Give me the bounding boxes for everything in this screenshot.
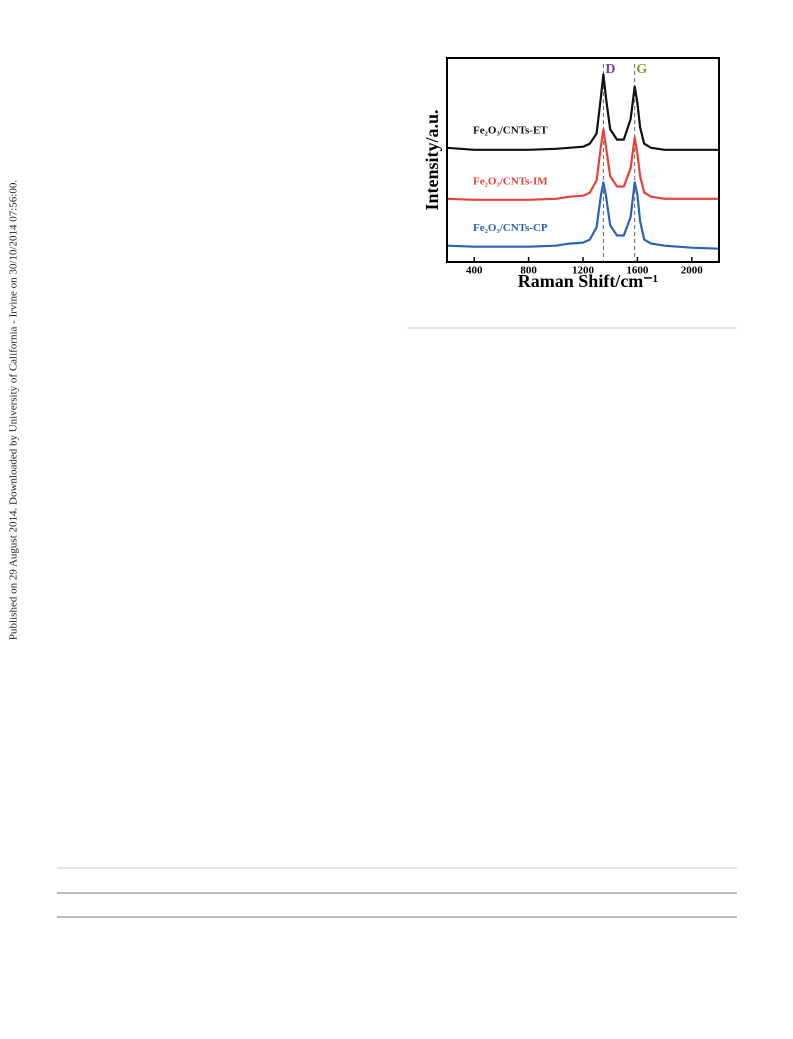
series-line bbox=[446, 128, 719, 201]
x-axis-label: Raman Shift/cm⁻¹ bbox=[518, 271, 658, 291]
x-tick-label: 400 bbox=[466, 265, 483, 277]
x-tick-label: 800 bbox=[520, 265, 537, 277]
peak-label: D bbox=[605, 62, 615, 77]
series-line bbox=[446, 181, 720, 250]
figure: Intensity/a.u. Raman Shift/cm⁻¹ 400 800 12… bbox=[422, 57, 720, 291]
plot-frame bbox=[446, 57, 720, 263]
peak-label: G bbox=[636, 62, 647, 77]
series-line bbox=[446, 73, 719, 151]
side-note: Published on 29 August 2014. Downloaded … bbox=[8, 180, 20, 640]
x-tick-label: 2000 bbox=[681, 265, 704, 277]
x-tick-label: 1200 bbox=[572, 265, 595, 277]
y-axis-label: Intensity/a.u. bbox=[422, 109, 442, 210]
series-label: Fe₂O₃/CNTs-CP bbox=[473, 222, 548, 234]
series-label: Fe₂O₃/CNTs-ET bbox=[473, 124, 548, 136]
x-tick-label: 1600 bbox=[626, 265, 649, 277]
series-label: Fe₂O₃/CNTs-IM bbox=[473, 175, 548, 187]
